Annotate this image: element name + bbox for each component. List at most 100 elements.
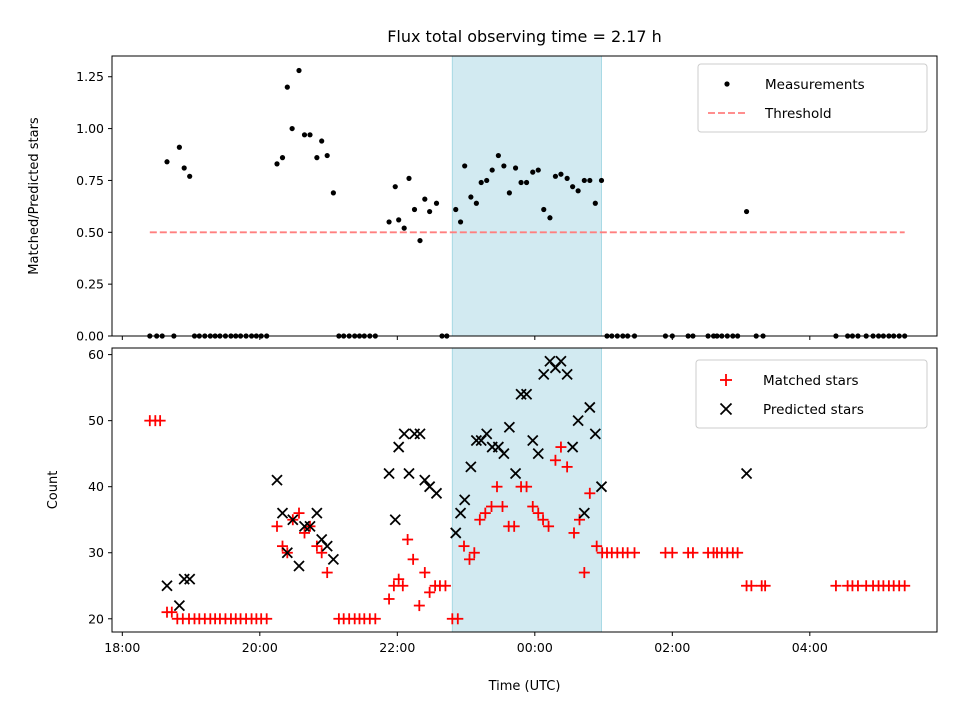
data-point xyxy=(501,163,507,169)
data-point xyxy=(417,237,423,244)
data-point xyxy=(154,415,166,427)
data-point xyxy=(578,507,590,519)
data-point xyxy=(386,219,392,225)
data-point xyxy=(271,474,283,486)
data-point xyxy=(402,534,414,546)
data-point xyxy=(397,580,409,592)
data-point xyxy=(591,540,603,552)
data-point xyxy=(495,152,501,159)
top-legend-box xyxy=(697,63,928,133)
data-point xyxy=(284,84,290,90)
y-tick-label: 0.25 xyxy=(76,277,104,292)
data-point xyxy=(327,553,340,565)
data-point xyxy=(324,152,330,159)
data-point xyxy=(419,474,431,486)
data-point xyxy=(433,200,440,206)
data-point xyxy=(465,461,477,473)
data-point xyxy=(629,547,640,559)
data-point xyxy=(406,175,412,181)
data-point xyxy=(411,206,418,213)
bottom-y-axis-label: Count xyxy=(46,471,61,510)
top-panel: 0.00 0.25 0.50 0.75 1.00 1.25 Flux total obse… xyxy=(27,27,938,344)
bottom-panel: 20 30 40 50 60 18:00 20:00 22:00 00:00 02:00 04:0… xyxy=(46,347,938,694)
data-point xyxy=(293,507,305,519)
data-point xyxy=(468,194,474,200)
data-point xyxy=(558,171,564,177)
data-point xyxy=(453,206,459,213)
data-point xyxy=(468,547,480,559)
data-point xyxy=(369,613,381,625)
data-point xyxy=(413,600,425,612)
data-point xyxy=(478,179,484,186)
data-point xyxy=(261,613,273,625)
x-tick-label: 04:00 xyxy=(792,640,828,655)
data-point xyxy=(393,441,405,453)
data-point xyxy=(187,173,193,179)
y-tick-label: 40 xyxy=(88,479,104,494)
y-tick-label: 60 xyxy=(88,347,104,362)
y-tick-label: 1.25 xyxy=(76,69,104,84)
data-point xyxy=(574,514,585,526)
data-point xyxy=(383,593,395,605)
legend-marker-measurements xyxy=(724,81,730,87)
bottom-axes-frame xyxy=(111,347,938,633)
data-point xyxy=(491,481,503,493)
chart-title: Flux total observing time = 2.17 h xyxy=(387,27,662,46)
y-tick-label: 30 xyxy=(88,545,104,560)
data-point xyxy=(584,487,596,499)
data-point xyxy=(555,355,567,367)
data-point xyxy=(561,368,573,381)
data-point xyxy=(459,494,471,506)
data-point xyxy=(392,184,398,190)
data-point xyxy=(830,580,842,592)
data-point xyxy=(321,567,333,579)
data-point xyxy=(566,441,579,453)
data-point xyxy=(403,467,415,480)
data-point xyxy=(396,217,402,223)
data-point xyxy=(173,599,186,612)
data-point xyxy=(521,481,533,493)
data-point xyxy=(464,553,475,565)
data-point xyxy=(301,132,308,138)
data-point xyxy=(311,507,323,519)
data-point xyxy=(575,188,581,194)
data-point xyxy=(166,606,178,618)
y-tick-label: 20 xyxy=(88,611,104,626)
data-point xyxy=(389,514,401,526)
y-tick-label: 0.00 xyxy=(76,329,104,344)
y-tick-label: 0.50 xyxy=(76,225,104,240)
data-point xyxy=(666,547,678,559)
data-point xyxy=(479,507,491,519)
data-point xyxy=(743,208,750,215)
data-point xyxy=(184,573,196,585)
data-point xyxy=(424,586,436,598)
top-axes-frame xyxy=(111,55,938,337)
data-point xyxy=(319,138,325,144)
bottom-legend: Matched stars Predicted stars xyxy=(695,359,928,429)
data-point xyxy=(503,421,516,433)
data-point xyxy=(518,179,524,186)
data-point xyxy=(520,388,533,400)
data-point xyxy=(401,225,407,231)
data-point xyxy=(383,467,395,480)
data-point xyxy=(181,165,187,171)
legend-marker-matched xyxy=(720,374,732,386)
data-point xyxy=(572,415,584,427)
data-point xyxy=(287,514,299,526)
data-point xyxy=(393,573,405,585)
data-point xyxy=(176,144,182,150)
data-point xyxy=(547,215,553,221)
x-axis-label: Time (UTC) xyxy=(488,679,561,694)
data-point xyxy=(458,540,470,552)
data-point xyxy=(178,573,190,585)
data-point xyxy=(543,520,555,532)
data-point xyxy=(581,177,587,184)
data-point xyxy=(740,467,753,480)
top-y-axis-label: Matched/Predicted stars xyxy=(27,117,42,275)
data-point xyxy=(587,177,593,184)
data-point xyxy=(462,163,468,169)
data-point xyxy=(457,219,464,225)
data-point xyxy=(281,547,293,559)
data-point xyxy=(481,428,493,440)
